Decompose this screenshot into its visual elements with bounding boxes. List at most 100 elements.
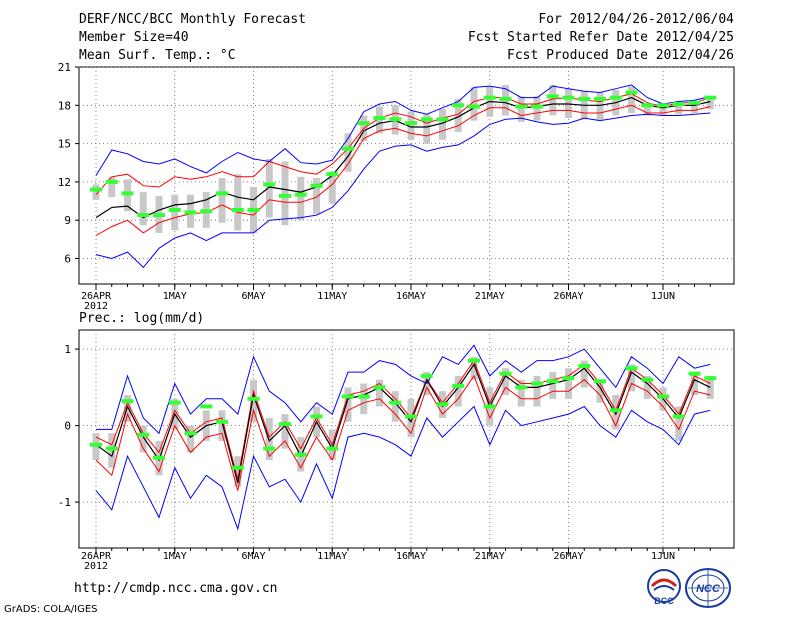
median-marker <box>704 376 717 381</box>
spread-box <box>344 387 352 422</box>
spread-box <box>92 184 100 200</box>
y-tick-label: 1 <box>64 343 71 356</box>
median-marker <box>625 366 638 371</box>
median-marker <box>531 104 543 109</box>
median-marker <box>105 446 118 451</box>
spread-box <box>139 192 147 226</box>
ncc-logo-text: NCC <box>696 583 721 595</box>
spread-box <box>691 101 698 113</box>
plot-frame <box>78 66 735 285</box>
spread-box <box>628 364 635 392</box>
spread-box <box>313 178 320 214</box>
median-marker <box>90 187 102 192</box>
series-p_high-line <box>95 93 711 195</box>
median-marker <box>594 96 606 101</box>
median-marker <box>342 394 354 399</box>
series-min-line <box>95 405 711 531</box>
median-marker <box>499 371 512 376</box>
median-marker <box>294 452 307 457</box>
median-marker <box>499 96 512 101</box>
x-tick-year: 2012 <box>84 301 108 312</box>
median-marker <box>231 207 244 212</box>
series-mean-line <box>95 363 711 484</box>
median-marker <box>168 400 181 405</box>
x-tick-label: 1MAY <box>163 291 187 302</box>
median-marker <box>389 117 402 122</box>
median-marker <box>672 414 685 419</box>
spread-box <box>454 375 462 407</box>
x-tick-label: 26MAY <box>553 551 583 562</box>
median-marker <box>342 146 354 151</box>
series-max-line <box>96 344 711 435</box>
median-marker <box>468 358 480 363</box>
plot-frame <box>78 329 735 549</box>
y-tick-label: 15 <box>58 138 71 151</box>
median-marker <box>452 103 465 108</box>
y-tick-label: -1 <box>58 496 71 509</box>
median-marker <box>562 95 575 100</box>
median-marker <box>105 179 118 184</box>
y-tick-label: 12 <box>58 176 71 189</box>
median-marker <box>310 414 323 419</box>
median-marker <box>641 103 654 108</box>
spread-box <box>407 111 415 140</box>
median-marker <box>326 446 339 451</box>
spread-box <box>218 410 226 441</box>
median-marker <box>389 400 402 405</box>
source-url[interactable]: http://cmdp.ncc.cma.gov.cn <box>74 581 278 596</box>
spread-box <box>580 360 588 388</box>
series-p_high-line <box>95 359 711 480</box>
median-marker <box>405 121 417 126</box>
spread-box <box>454 98 462 133</box>
bcc-logo-text: BCC <box>654 596 674 606</box>
median-marker <box>373 116 386 121</box>
median-marker <box>137 213 150 218</box>
median-marker <box>609 408 622 413</box>
spread-box <box>643 375 651 399</box>
spread-box <box>344 133 352 172</box>
median-marker <box>657 394 669 399</box>
x-tick-label: 26APR <box>81 291 112 302</box>
median-marker <box>594 379 606 384</box>
spread-box <box>565 368 572 399</box>
x-tick-label: 11MAY <box>317 551 347 562</box>
spread-box <box>234 456 242 487</box>
median-marker <box>672 102 685 107</box>
median-marker <box>184 431 197 436</box>
median-marker <box>294 192 307 197</box>
spread-box <box>108 176 116 198</box>
spread-box <box>139 425 147 453</box>
median-marker <box>216 191 228 196</box>
median-marker <box>531 381 543 386</box>
median-marker <box>578 96 591 101</box>
member-size: Member Size=40 <box>79 30 189 45</box>
spread-box <box>675 102 683 115</box>
median-marker <box>263 182 276 187</box>
median-marker <box>153 213 165 218</box>
y-tick-label: 9 <box>64 214 71 227</box>
median-marker <box>263 446 276 451</box>
x-tick-label: 26APR <box>81 551 112 562</box>
median-marker <box>357 121 370 126</box>
spread-box <box>234 174 242 231</box>
spread-box <box>675 406 683 441</box>
y-tick-label: 21 <box>58 61 71 74</box>
x-tick-label: 6MAY <box>241 291 265 302</box>
spread-box <box>691 372 698 396</box>
median-marker <box>90 442 102 447</box>
panel-title: Prec.: log(mm/d) <box>79 311 204 326</box>
median-marker <box>562 376 575 381</box>
series-mean-line <box>95 96 711 219</box>
median-marker <box>326 172 339 177</box>
ncc-logo: NCC <box>685 568 731 608</box>
spread-box <box>328 171 336 204</box>
spread-box <box>439 109 446 140</box>
spread-box <box>628 86 635 113</box>
median-marker <box>168 207 181 212</box>
chart-title: DERF/NCC/BCC Monthly Forecast <box>79 12 306 27</box>
median-marker <box>231 465 244 470</box>
x-tick-label: 1JUN <box>651 551 675 562</box>
median-marker <box>405 414 417 419</box>
spread-box <box>502 368 509 396</box>
